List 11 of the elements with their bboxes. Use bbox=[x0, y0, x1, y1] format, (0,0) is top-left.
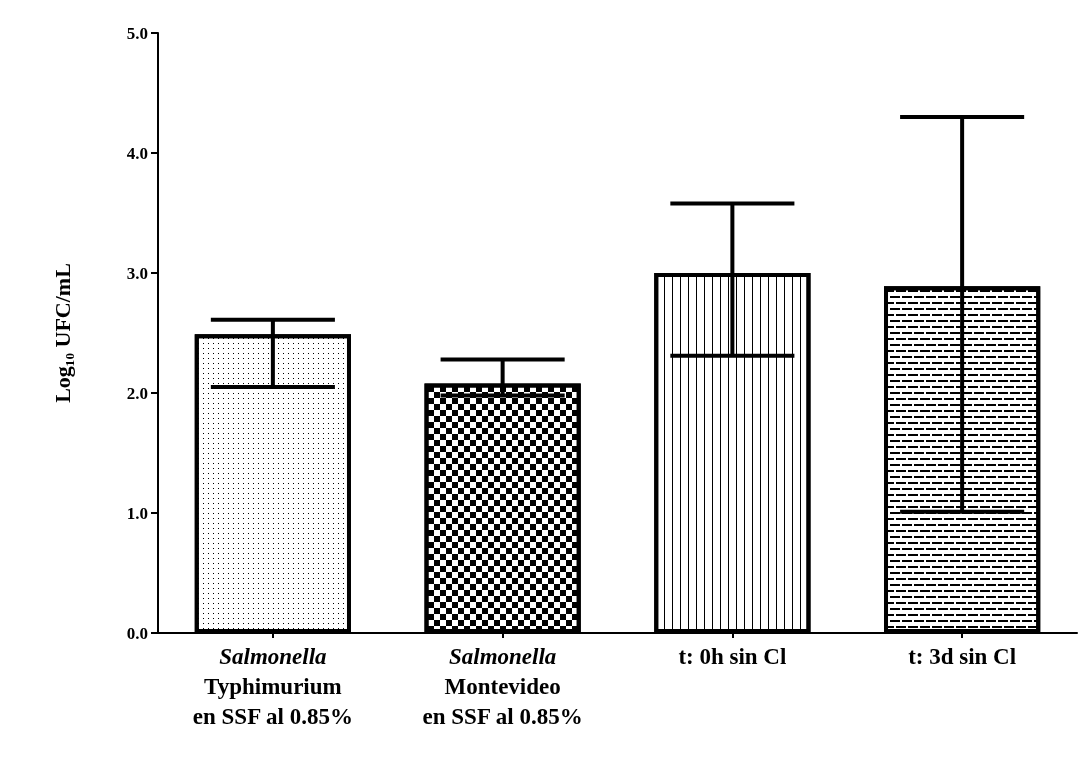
x-tick-label: Salmonella Typhimurium en SSF al 0.85% bbox=[192, 643, 353, 729]
y-tick-label: 3.0 bbox=[126, 263, 148, 283]
x-tick-label: Salmonella Montevideo en SSF al 0.85% bbox=[422, 643, 583, 729]
y-tick-label: 0.0 bbox=[126, 623, 148, 643]
y-tick-label: 5.0 bbox=[126, 23, 148, 43]
y-tick-label: 1.0 bbox=[126, 503, 148, 523]
x-tick-label: t: 3d sin Cl bbox=[908, 643, 1017, 669]
y-axis-title: Log₁₀ UFC/mL bbox=[49, 263, 75, 403]
y-tick-label: 2.0 bbox=[126, 383, 148, 403]
x-tick-label: t: 0h sin Cl bbox=[678, 643, 787, 669]
y-tick-label: 4.0 bbox=[126, 143, 148, 163]
